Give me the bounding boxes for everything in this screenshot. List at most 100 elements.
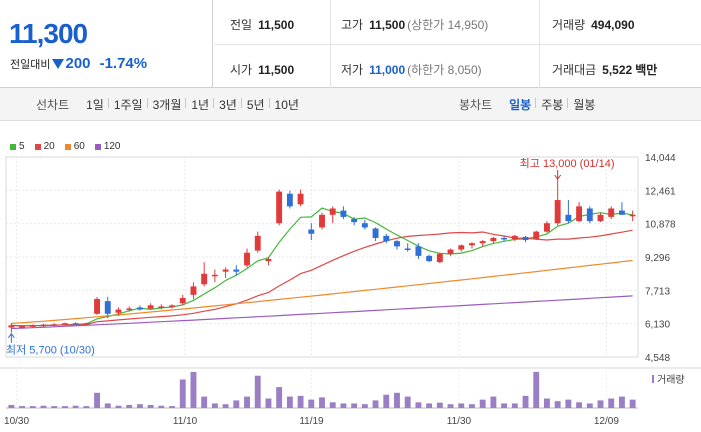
candle-body (201, 273, 208, 285)
x-tick-label: 11/19 (299, 416, 324, 427)
candle-body (147, 305, 154, 309)
y-tick-label: 4,548 (645, 353, 670, 364)
candle-body (479, 241, 486, 244)
candle-body (522, 236, 529, 241)
stat-low: 저가 11,000 (하한가 8,050) (341, 63, 482, 77)
chart-period-tabs: 선차트 1일 1주일 3개월 1년 3년 5년 10년 봉차트 일봉 주봉 월봉 (0, 88, 701, 121)
candle-body (469, 243, 475, 246)
price-box: 11,300 전일대비 200 -1.74% (0, 0, 213, 88)
volume-legend-swatch (652, 375, 654, 383)
tab-10y[interactable]: 10년 (268, 96, 304, 113)
candle-body (361, 223, 368, 228)
candle-body (383, 235, 390, 242)
candle-body (265, 259, 272, 262)
volume-bar (19, 406, 26, 408)
candle-body (319, 214, 325, 228)
volume-bar (533, 371, 540, 408)
ma20-line (11, 229, 633, 327)
candle-body (511, 235, 518, 240)
candle-chart-label: 봉차트 (459, 98, 493, 112)
candle-body (8, 325, 15, 328)
candle-body (404, 248, 411, 250)
stat-prev-close: 전일 11,500 (230, 18, 295, 32)
volume-bar (244, 396, 250, 408)
volume-bar (222, 404, 229, 408)
volume-bar (372, 400, 379, 408)
candle-body (415, 246, 422, 256)
volume-bar (469, 404, 475, 408)
candle-body (618, 210, 625, 215)
candle-body (329, 208, 336, 215)
candle-body (501, 237, 508, 240)
legend-ma20: 20 (34, 141, 55, 152)
y-tick-label: 7,713 (645, 286, 670, 297)
volume-bar (83, 406, 90, 408)
candle-body (51, 324, 58, 326)
candle-body (40, 324, 47, 327)
ma-legend: 5 20 60 120 (10, 141, 121, 152)
volume-bar (72, 405, 79, 408)
stat-high: 고가 11,500 (상한가 14,950) (341, 18, 489, 32)
change-label: 전일대비 (10, 59, 51, 71)
candle-body (597, 214, 604, 222)
candle-body (372, 228, 379, 238)
tab-daily[interactable]: 일봉 (509, 98, 532, 112)
volume-bar (608, 398, 615, 408)
max-arrow-head (554, 174, 562, 180)
ma5-line (11, 207, 633, 327)
candle-body (158, 306, 165, 308)
candle-body (308, 229, 315, 234)
volume-bar (8, 404, 15, 408)
stat-turnover: 거래대금 5,522 백만 (552, 63, 658, 77)
candle-body (83, 323, 90, 325)
volume-bar (522, 395, 529, 408)
down-triangle-icon (52, 59, 65, 69)
tab-1w[interactable]: 1주일 (107, 96, 148, 113)
volume-bar (383, 394, 390, 408)
x-tick-label: 12/09 (594, 416, 619, 427)
volume-bar (565, 399, 572, 408)
change-value: 200 (65, 55, 91, 72)
moving-average-lines (11, 207, 633, 330)
candle-body (297, 193, 304, 205)
volume-bar (544, 398, 550, 408)
volume-bar (554, 401, 561, 408)
ma60-line (11, 259, 633, 324)
y-tick-label: 6,130 (645, 320, 670, 331)
candle-body (394, 241, 400, 247)
tab-weekly[interactable]: 주봉 (535, 96, 568, 113)
stat-volume: 거래량 494,090 (552, 18, 635, 32)
volume-bar (340, 403, 347, 408)
candle-body (447, 249, 454, 254)
max-price-annotation: 최고 13,000 (01/14) (520, 157, 615, 170)
candle-body (340, 210, 347, 217)
tab-5y[interactable]: 5년 (240, 96, 270, 113)
candle-body (136, 307, 143, 310)
candle-body (190, 286, 197, 295)
tab-1d[interactable]: 1일 (86, 98, 104, 112)
x-tick-label: 11/10 (173, 416, 198, 427)
volume-bar (254, 375, 261, 408)
candle-body (104, 301, 111, 314)
volume-bar (29, 406, 36, 408)
volume-bar (597, 400, 604, 408)
volume-bar (190, 371, 197, 408)
tab-1y[interactable]: 1년 (185, 96, 214, 113)
x-tick-label: 11/30 (447, 416, 472, 427)
candlesticks (8, 178, 636, 333)
volume-bar (501, 403, 508, 408)
volume-bar (94, 392, 100, 408)
candle-body (286, 193, 293, 207)
chart-axes: 14,044 12,461 10,878 9,296 7,713 6,130 4,548 10… (4, 153, 685, 427)
tab-3m[interactable]: 3개월 (146, 96, 187, 113)
y-tick-label: 12,461 (645, 186, 676, 197)
tab-3y[interactable]: 3년 (213, 96, 242, 113)
volume-bar (329, 402, 336, 408)
volume-bar (576, 402, 583, 408)
current-price: 11,300 (9, 18, 88, 49)
volume-bar (51, 406, 58, 408)
quote-panel: 11,300 전일대비 200 -1.74% 전일 11,500 고가 11,500(… (0, 0, 701, 88)
volume-bar (211, 403, 218, 408)
candle-body (544, 223, 550, 232)
tab-monthly[interactable]: 월봉 (567, 96, 600, 113)
